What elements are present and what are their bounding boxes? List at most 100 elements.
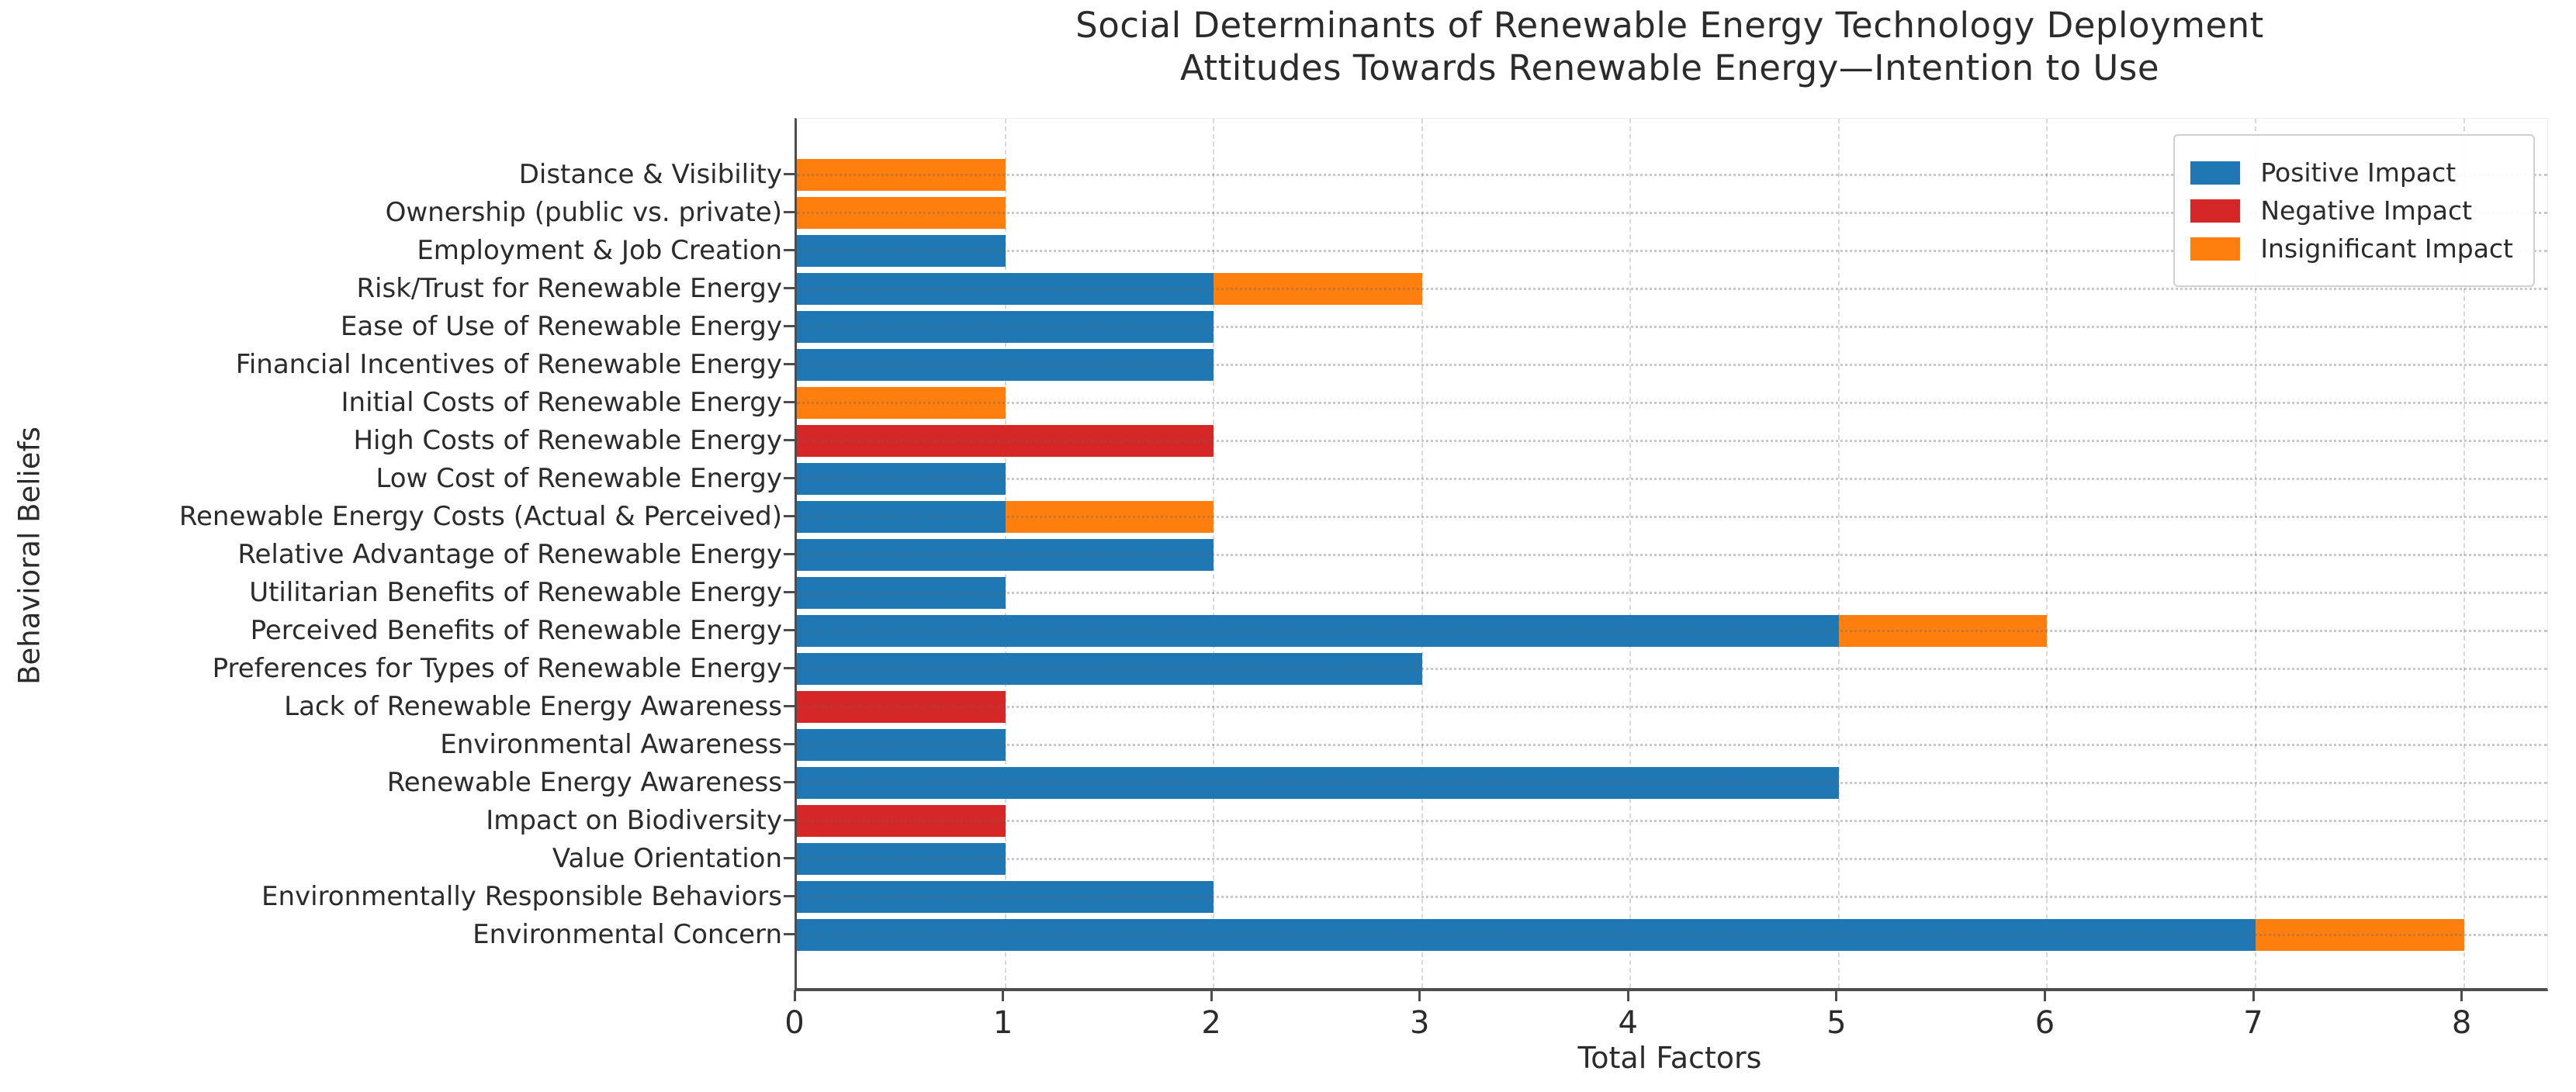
bar-segment-insignificant-impact [797,387,1006,419]
bar-segment-positive-impact [797,577,1006,609]
gridline-x-6 [2046,119,2048,988]
y-tick-mark [784,857,795,859]
bar-segment-insignificant-impact [1838,615,2048,647]
row-guide-dotline [797,820,2547,822]
y-tick-mark [784,325,795,327]
legend-item: Negative Impact [2190,195,2513,226]
category-label: Environmental Concern [473,918,782,950]
category-label: Relative Advantage of Renewable Energy [237,538,782,570]
y-tick-mark [784,211,795,213]
category-label: Preferences for Types of Renewable Energ… [212,652,782,684]
y-tick-mark [784,667,795,669]
y-axis-title: Behavioral Beliefs [12,427,47,685]
category-label: Employment & Job Creation [417,234,782,266]
row-guide-dotline [797,212,2547,214]
y-tick-mark [784,249,795,251]
category-label: Low Cost of Renewable Energy [376,462,782,494]
row-guide-dotline [797,592,2547,594]
x-tick-mark [2252,990,2255,1001]
category-label: Renewable Energy Awareness [386,766,782,798]
legend: Positive Impact Negative Impact Insignific… [2173,134,2535,287]
x-axis-title: Total Factors [1577,1041,1762,1075]
x-tick-label: 3 [1409,1005,1430,1041]
y-tick-mark [784,705,795,707]
x-tick-mark [793,990,796,1001]
gridline-x-2 [1213,119,1215,988]
y-tick-mark [784,743,795,745]
category-label: Distance & Visibility [518,158,782,190]
gridline-x-7 [2255,119,2256,988]
x-tick-mark [1002,990,1005,1001]
bar-segment-positive-impact [797,843,1006,875]
x-tick-mark [2043,990,2046,1001]
row-guide-dotline [797,326,2547,328]
category-label: Impact on Biodiversity [486,804,782,836]
x-tick-label: 0 [784,1005,805,1041]
category-label: Initial Costs of Renewable Energy [341,386,783,418]
bar-segment-positive-impact [797,767,1839,799]
legend-item: Positive Impact [2190,157,2513,188]
x-tick-label: 4 [1618,1005,1639,1041]
y-tick-mark [784,401,795,403]
y-tick-mark [784,439,795,441]
row-guide-dotline [797,858,2547,860]
category-label: Perceived Benefits of Renewable Energy [250,614,782,646]
row-guide-dotline [797,744,2547,746]
x-tick-label: 5 [1826,1005,1847,1041]
row-guide-dotline [797,478,2547,480]
bar-segment-insignificant-impact [1005,501,1214,533]
gridline-x-8 [2463,119,2465,988]
gridline-x-4 [1629,119,1632,988]
chart-title: Social Determinants of Renewable Energy … [795,5,2545,90]
chart-title-line1: Social Determinants of Renewable Energy … [1075,5,2264,46]
bar-segment-negative-impact [797,425,1214,457]
x-tick-label: 2 [1201,1005,1221,1041]
row-guide-dotline [797,516,2547,518]
category-label: Lack of Renewable Energy Awareness [284,690,782,722]
bar-segment-positive-impact [797,349,1214,381]
category-label: Renewable Energy Costs (Actual & Perceiv… [178,500,782,532]
row-guide-dotline [797,288,2547,290]
y-tick-mark [784,591,795,593]
bar-segment-negative-impact [797,805,1006,837]
bar-segment-positive-impact [797,539,1214,571]
x-tick-mark [1210,990,1213,1001]
category-label: Value Orientation [552,842,782,874]
plot-area: Positive Impact Negative Impact Insignific… [795,118,2548,991]
row-guide-dotline [797,250,2547,252]
bar-segment-positive-impact [797,463,1006,495]
y-tick-mark [784,363,795,365]
x-tick-label: 6 [2034,1005,2055,1041]
bar-segment-insignificant-impact [797,159,1006,191]
x-tick-label: 7 [2243,1005,2263,1041]
legend-swatch-positive-impact [2190,161,2241,185]
category-label: Ease of Use of Renewable Energy [340,310,782,342]
gridline-x-5 [1837,119,1840,988]
row-guide-dotline [797,364,2547,366]
y-tick-mark [784,781,795,783]
row-guide-dotline [797,668,2547,670]
bar-segment-insignificant-impact [797,197,1006,229]
x-tick-mark [1626,990,1629,1001]
bar-segment-positive-impact [797,729,1006,761]
legend-swatch-negative-impact [2190,199,2241,223]
y-tick-mark [784,477,795,479]
y-tick-mark [784,895,795,897]
x-tick-mark [1835,990,1838,1001]
x-tick-label: 1 [992,1005,1013,1041]
bar-segment-insignificant-impact [1214,273,1422,305]
y-tick-mark [784,173,795,175]
row-guide-dotline [797,174,2547,176]
row-guide-dotline [797,782,2547,784]
category-label: Ownership (public vs. private) [385,196,782,228]
x-tick-mark [2460,990,2463,1001]
y-tick-mark [784,819,795,821]
bar-segment-positive-impact [797,653,1422,685]
row-guide-dotline [797,440,2547,442]
row-guide-dotline [797,402,2547,404]
bar-segment-positive-impact [797,615,1839,647]
row-guide-dotline [797,554,2547,556]
category-label: Environmentally Responsible Behaviors [261,880,782,912]
bar-segment-insignificant-impact [2256,919,2464,951]
